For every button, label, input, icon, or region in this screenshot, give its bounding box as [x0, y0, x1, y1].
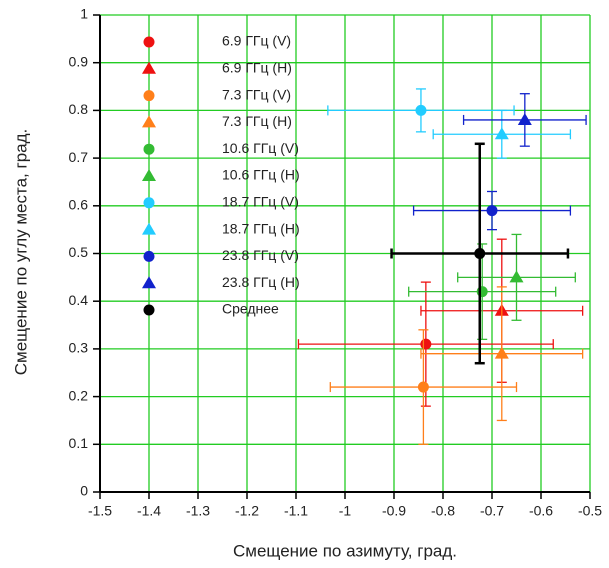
y-tick-label: 0.4: [69, 292, 89, 308]
legend-marker: [142, 276, 156, 289]
y-tick-label: 0.7: [69, 149, 89, 165]
x-tick-label: -1.2: [235, 503, 259, 519]
y-tick-label: 0.1: [69, 435, 89, 451]
marker: [420, 338, 432, 350]
x-tick-label: -1.4: [137, 503, 161, 519]
marker: [415, 104, 427, 116]
y-tick-label: 0: [80, 483, 88, 499]
legend-marker: [143, 304, 155, 316]
legend-marker: [142, 169, 156, 181]
legend-label: 23.8 ГГц (H): [222, 274, 300, 290]
marker: [476, 286, 488, 298]
marker: [494, 346, 509, 359]
legend-marker: [142, 115, 156, 128]
x-axis-label: Смещение по азимуту, град.: [233, 541, 457, 560]
marker: [509, 270, 524, 283]
marker: [517, 112, 532, 125]
legend-marker: [143, 36, 155, 48]
x-tick-label: -0.6: [529, 503, 553, 519]
y-tick-label: 0.6: [69, 197, 89, 213]
legend-marker: [143, 90, 155, 102]
x-tick-label: -1: [339, 503, 352, 519]
y-tick-label: 0.9: [69, 53, 89, 69]
x-tick-label: -0.5: [578, 503, 602, 519]
legend-label: 6.9 ГГц (H): [222, 60, 292, 76]
legend-marker: [143, 250, 155, 262]
legend-label: 6.9 ГГц (V): [222, 33, 291, 49]
legend-label: 10.6 ГГц (H): [222, 167, 300, 183]
legend-marker: [142, 61, 156, 74]
legend-label: Среднее: [222, 301, 279, 317]
x-tick-label: -0.9: [382, 503, 406, 519]
y-axis-label: Смещение по углу места, град.: [11, 129, 30, 375]
marker: [486, 205, 498, 217]
x-tick-label: -1.3: [186, 503, 210, 519]
x-tick-label: -0.8: [431, 503, 455, 519]
marker: [417, 381, 429, 393]
legend-label: 10.6 ГГц (V): [222, 140, 299, 156]
x-tick-label: -0.7: [480, 503, 504, 519]
y-tick-label: 0.8: [69, 101, 89, 117]
legend-marker: [143, 197, 155, 209]
y-tick-label: 0.2: [69, 387, 89, 403]
legend-marker: [142, 222, 156, 235]
legend-label: 18.7 ГГц (H): [222, 220, 300, 236]
legend-label: 18.7 ГГц (V): [222, 194, 299, 210]
marker: [474, 248, 486, 259]
marker: [494, 127, 509, 140]
x-tick-label: -1.5: [88, 503, 112, 519]
legend-label: 7.3 ГГц (H): [222, 113, 292, 129]
legend-marker: [143, 143, 155, 155]
y-tick-label: 0.5: [69, 244, 89, 260]
x-tick-label: -1.1: [284, 503, 308, 519]
legend-label: 23.8 ГГц (V): [222, 247, 299, 263]
legend-label: 7.3 ГГц (V): [222, 86, 291, 102]
y-tick-label: 1: [80, 6, 88, 22]
y-tick-label: 0.3: [69, 340, 89, 356]
